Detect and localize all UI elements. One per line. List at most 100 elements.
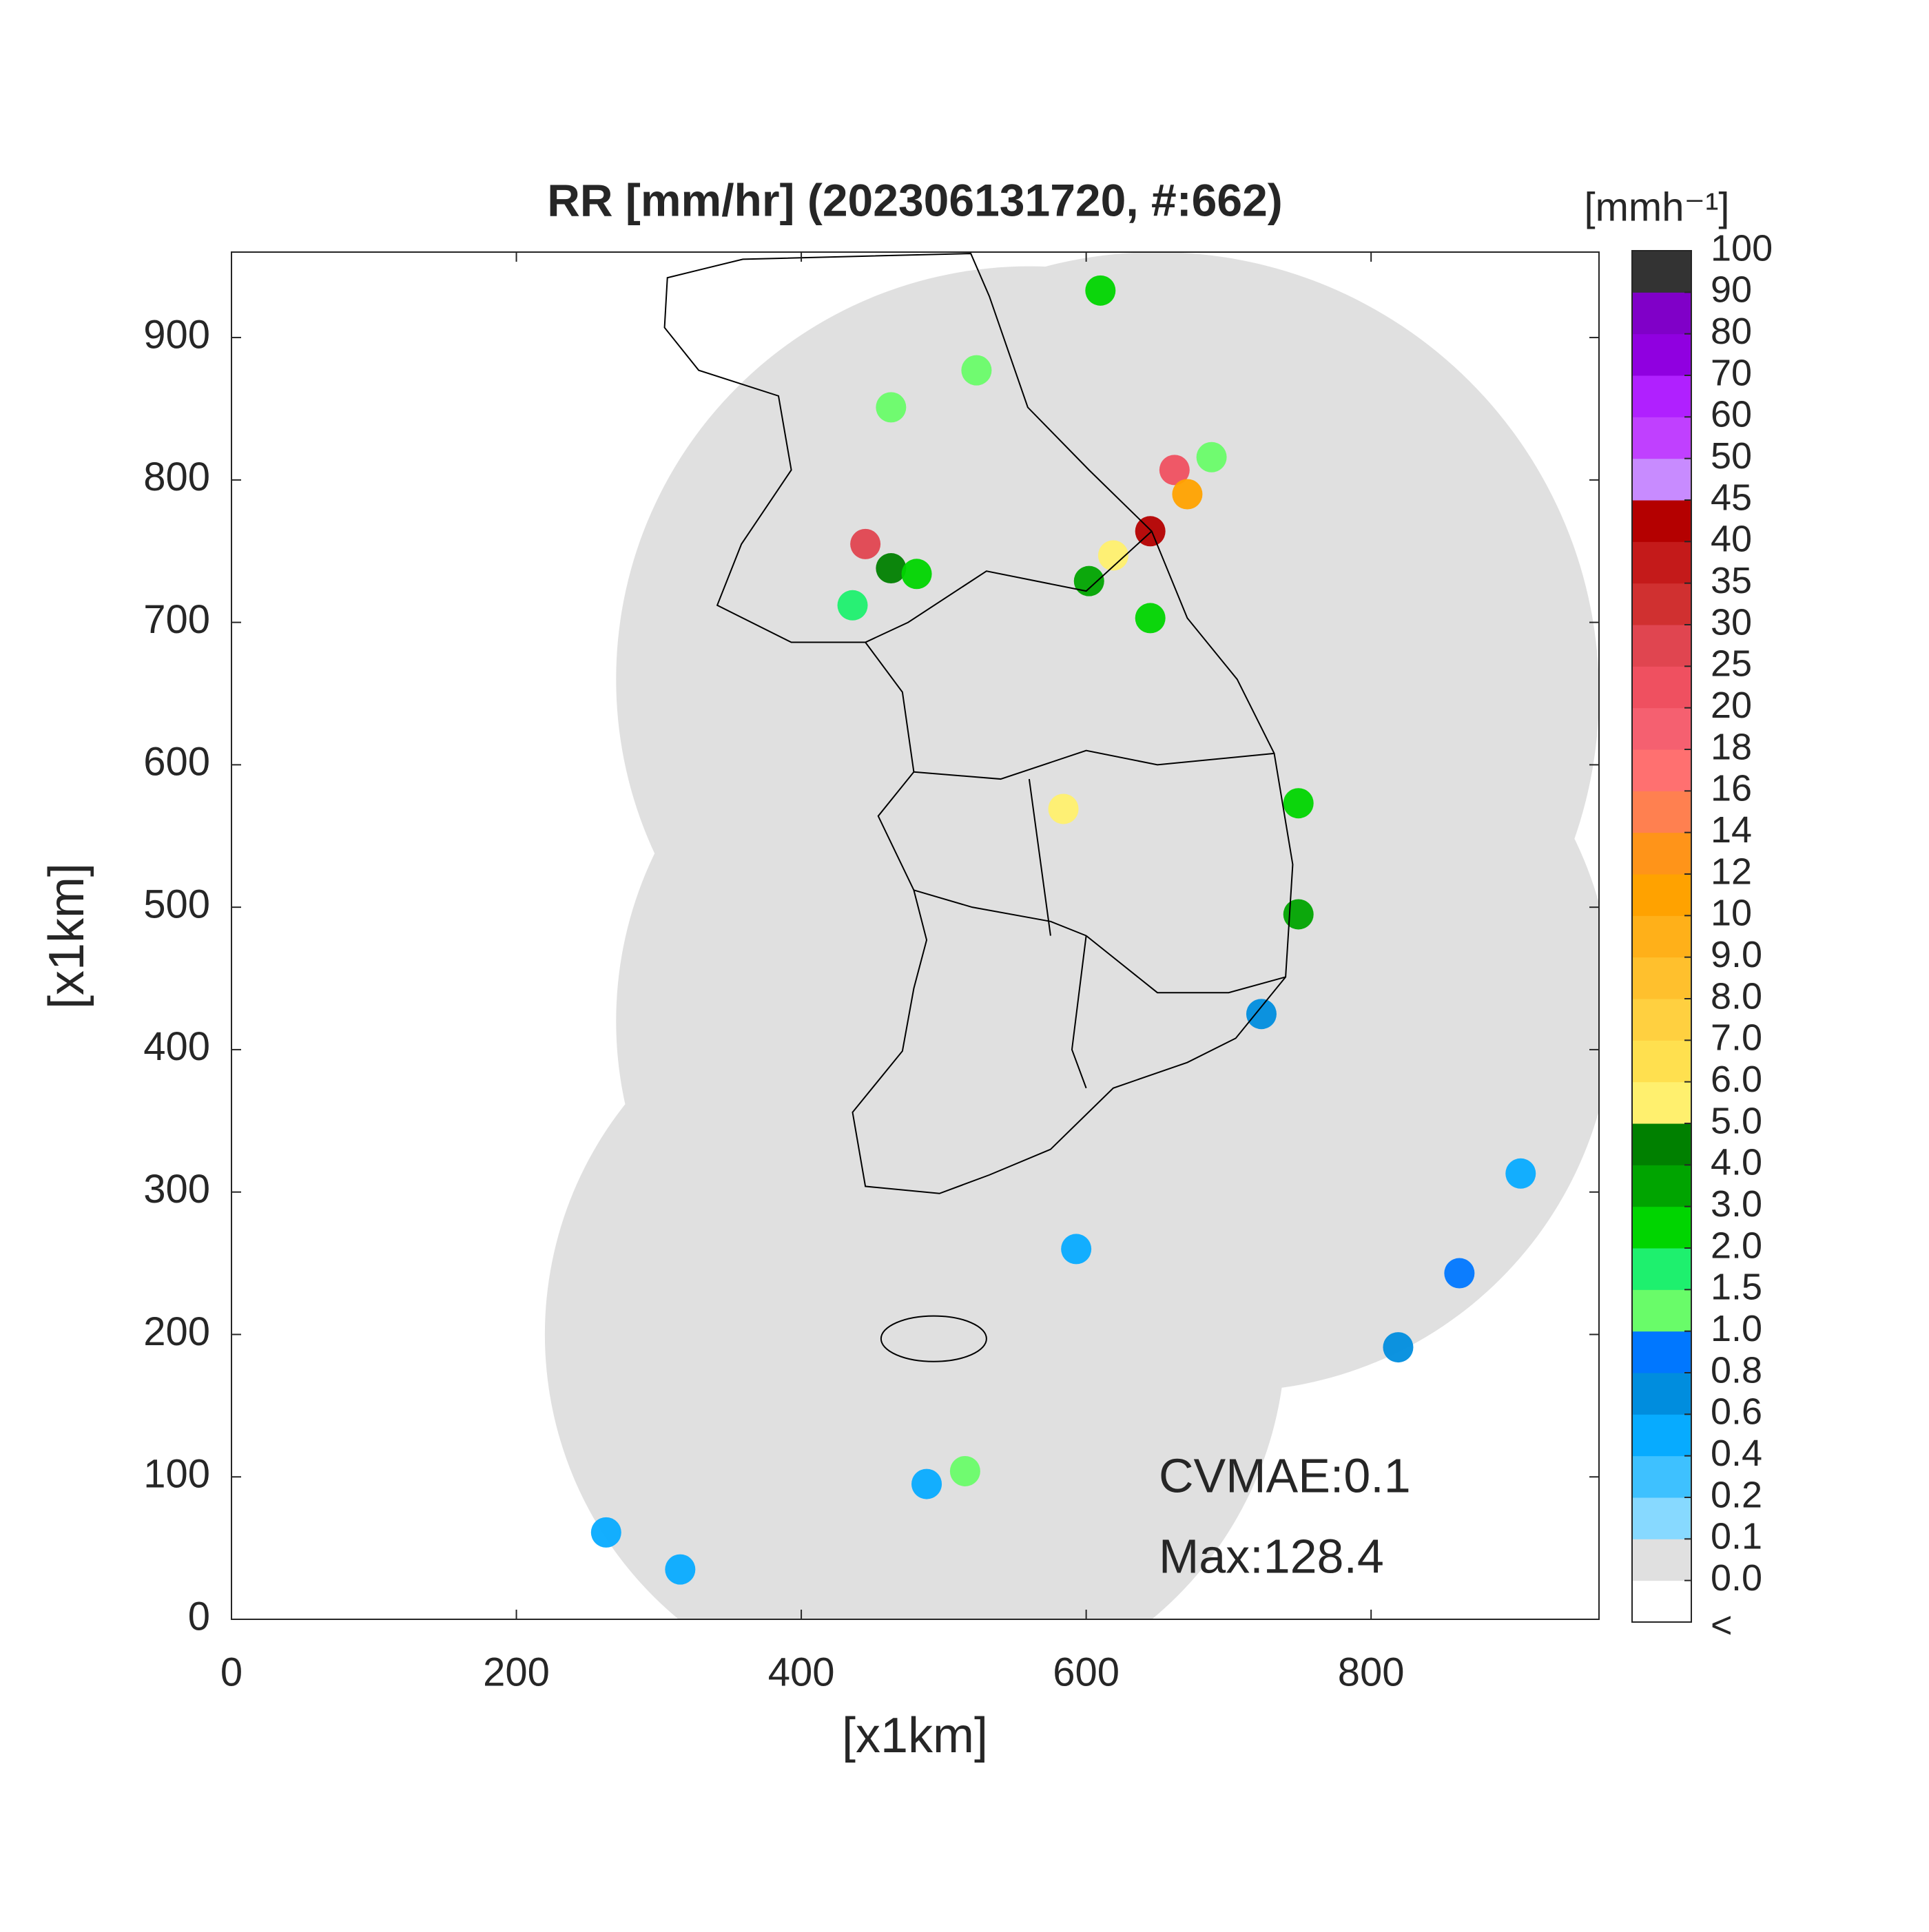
rain-cell — [961, 355, 992, 386]
rain-cell — [1085, 275, 1116, 306]
colorbar-segment — [1632, 874, 1691, 916]
colorbar-label: 70 — [1711, 352, 1752, 393]
colorbar-segment — [1632, 251, 1691, 293]
colorbar-label: 90 — [1711, 269, 1752, 311]
colorbar-segment — [1632, 999, 1691, 1041]
rain-cell — [1159, 455, 1190, 486]
colorbar-label: 0.8 — [1711, 1349, 1762, 1391]
rain-cell — [911, 1468, 942, 1499]
colorbar-label: 9.0 — [1711, 934, 1762, 975]
colorbar-label: 0.6 — [1711, 1391, 1762, 1433]
y-axis-label: [x1km] — [39, 863, 94, 1009]
rain-cell — [1097, 540, 1128, 571]
rain-cell — [1135, 603, 1166, 634]
colorbar-label: 25 — [1711, 643, 1752, 685]
colorbar-segment — [1632, 292, 1691, 335]
y-tick-label: 0 — [188, 1594, 210, 1639]
colorbar-label: 80 — [1711, 311, 1752, 352]
colorbar-segment — [1632, 458, 1691, 501]
rain-cells — [590, 275, 1536, 1585]
y-tick-label: 100 — [143, 1452, 210, 1497]
colorbar-segment — [1632, 1040, 1691, 1083]
colorbar-segment — [1632, 957, 1691, 999]
colorbar-label: 35 — [1711, 560, 1752, 601]
annotation: Max:128.4 — [1159, 1529, 1384, 1583]
rain-cell — [876, 553, 907, 584]
rain-cell — [1172, 479, 1203, 510]
rain-cell — [1505, 1158, 1536, 1189]
colorbar-segment — [1632, 625, 1691, 667]
colorbar-segment — [1632, 1414, 1691, 1457]
colorbar-label: 2.0 — [1711, 1225, 1762, 1266]
rain-cell — [837, 590, 868, 621]
colorbar-segment — [1632, 417, 1691, 459]
x-tick-label: 0 — [220, 1650, 243, 1694]
rain-cell — [949, 1455, 980, 1486]
colorbar-label: < — [1711, 1604, 1733, 1645]
colorbar-segment — [1632, 666, 1691, 709]
colorbar-segment — [1632, 583, 1691, 625]
colorbar-frame — [1631, 250, 1692, 1623]
colorbar-label: 0.0 — [1711, 1557, 1762, 1599]
x-tick-label: 400 — [768, 1650, 835, 1694]
rain-cell — [850, 528, 881, 559]
colorbar-label: 6.0 — [1711, 1059, 1762, 1100]
plot-frame — [231, 251, 1600, 1620]
colorbar-segment — [1632, 1455, 1691, 1498]
colorbar-label: 20 — [1711, 685, 1752, 726]
colorbar-segment — [1632, 915, 1691, 958]
rain-cell — [1246, 999, 1277, 1030]
radar-coverage — [545, 252, 1599, 1619]
y-tick-label: 300 — [143, 1167, 210, 1212]
colorbar-label: 16 — [1711, 768, 1752, 809]
x-tick-label: 200 — [483, 1650, 550, 1694]
colorbar-label: 14 — [1711, 809, 1752, 851]
rain-cell — [1061, 1234, 1092, 1265]
colorbar-segment — [1632, 1580, 1691, 1622]
x-axis-label: [x1km] — [842, 1708, 988, 1763]
rain-cell — [590, 1517, 621, 1548]
colorbar-segment — [1632, 1206, 1691, 1249]
rain-cell — [1196, 442, 1227, 472]
y-tick-label: 900 — [143, 312, 210, 357]
rain-cell — [1444, 1258, 1475, 1289]
colorbar-segment — [1632, 1289, 1691, 1332]
y-tick-label: 400 — [143, 1024, 210, 1069]
colorbar-label: 5.0 — [1711, 1100, 1762, 1141]
colorbar-label: 12 — [1711, 851, 1752, 892]
colorbar-segment — [1632, 1248, 1691, 1290]
colorbar-segment — [1632, 1373, 1691, 1415]
y-tick-label: 600 — [143, 740, 210, 785]
colorbar-label: 3.0 — [1711, 1183, 1762, 1225]
colorbar-label: 45 — [1711, 477, 1752, 518]
colorbar-label: 60 — [1711, 394, 1752, 435]
colorbar-segment — [1632, 500, 1691, 542]
y-tick-label: 800 — [143, 455, 210, 499]
rain-cell — [1073, 565, 1104, 596]
map-layer — [545, 252, 1599, 1619]
y-tick-label: 700 — [143, 597, 210, 642]
chart-title: RR [mm/hr] (202306131720, #:662) — [547, 174, 1283, 225]
colorbar-segment — [1632, 375, 1691, 417]
colorbar-segment — [1632, 707, 1691, 750]
colorbar-label: 8.0 — [1711, 975, 1762, 1017]
colorbar-label: 1.0 — [1711, 1308, 1762, 1349]
colorbar-segment — [1632, 1539, 1691, 1581]
colorbar-label: 7.0 — [1711, 1017, 1762, 1059]
rain-cell — [665, 1554, 696, 1585]
colorbar-label: 40 — [1711, 519, 1752, 560]
colorbar-label: 100 — [1711, 227, 1773, 269]
colorbar-label: 0.2 — [1711, 1474, 1762, 1515]
rain-cell — [1283, 899, 1314, 930]
annotation: CVMAE:0.1 — [1159, 1448, 1411, 1502]
rain-cell — [1283, 788, 1314, 819]
colorbar-label: 30 — [1711, 601, 1752, 643]
colorbar-label: 50 — [1711, 435, 1752, 477]
coastline — [665, 253, 1293, 1362]
colorbar-segment — [1632, 1331, 1691, 1373]
colorbar-label: 0.1 — [1711, 1516, 1762, 1557]
colorbar-segment — [1632, 541, 1691, 584]
x-tick-label: 600 — [1053, 1650, 1120, 1694]
